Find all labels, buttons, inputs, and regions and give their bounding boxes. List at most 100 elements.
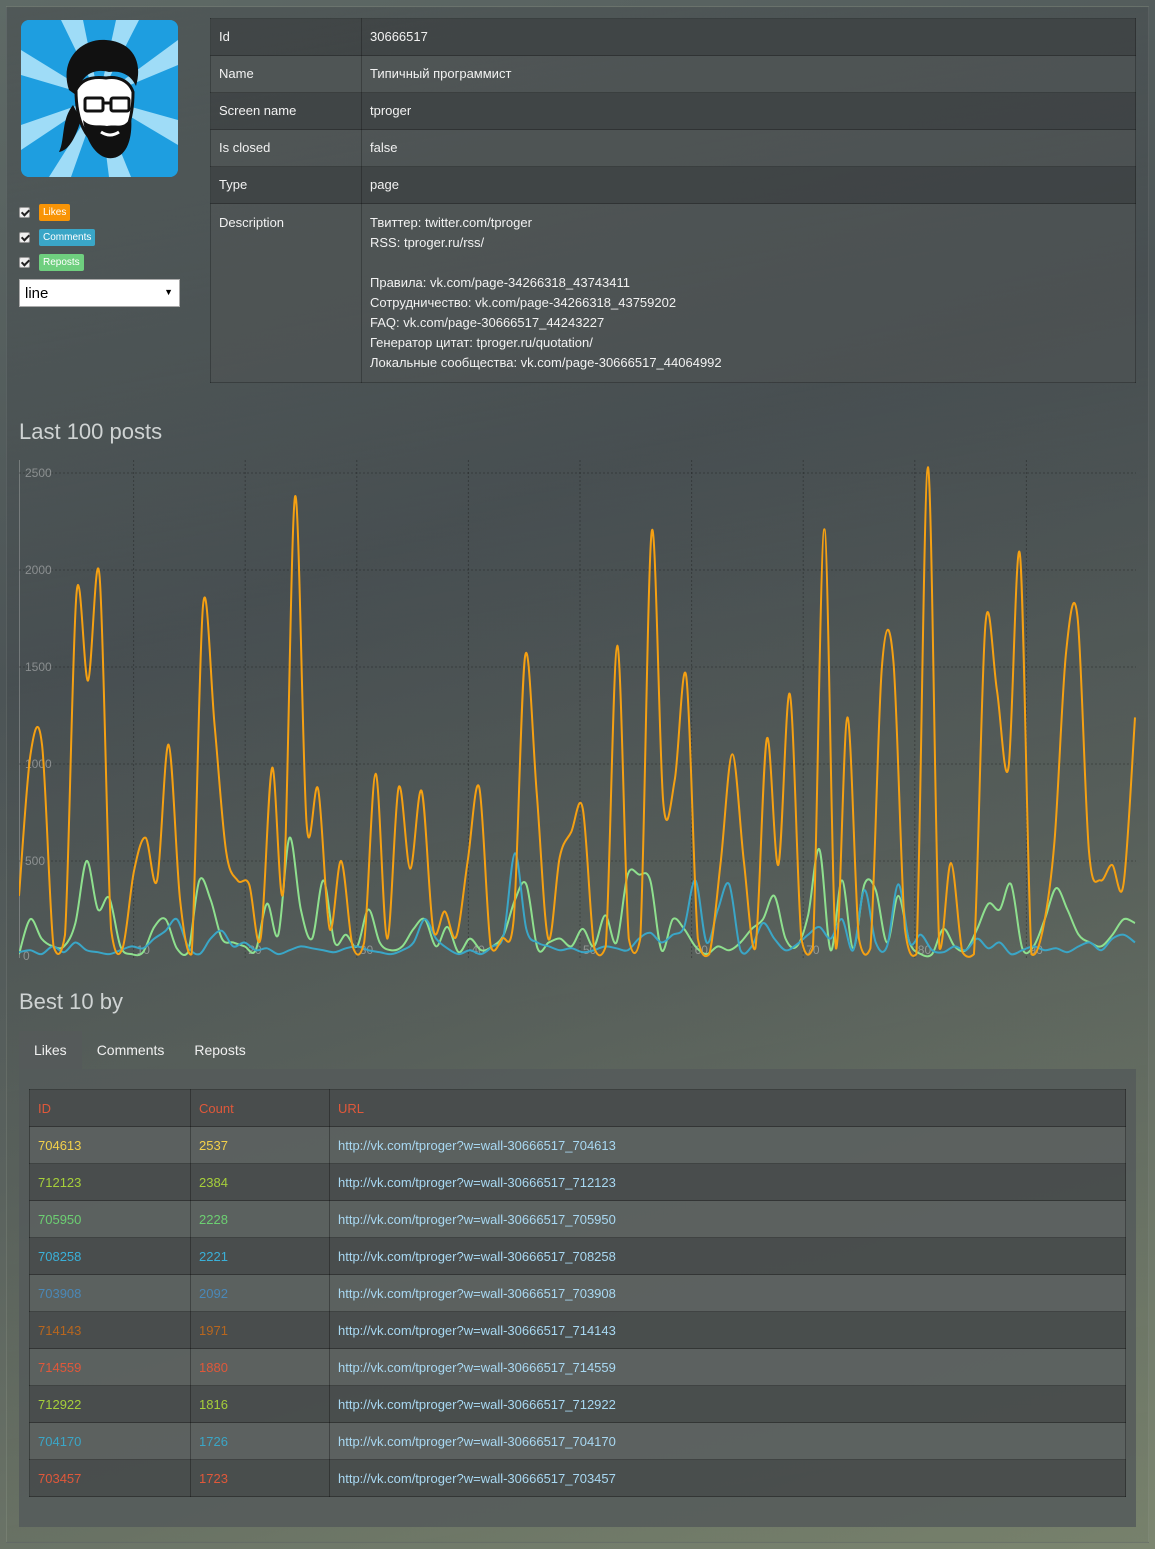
- info-row: Type page: [210, 166, 1136, 204]
- post-count: 2221: [190, 1237, 330, 1275]
- comments-label: Comments: [39, 229, 96, 246]
- info-value: false: [361, 129, 1136, 167]
- info-key: Name: [210, 55, 362, 93]
- post-url-link[interactable]: http://vk.com/tproger?w=wall-30666517_70…: [329, 1459, 1126, 1497]
- post-count: 2092: [190, 1274, 330, 1312]
- series-line-reposts: [19, 836, 1136, 958]
- post-id: 712123: [29, 1163, 191, 1201]
- post-id: 704613: [29, 1126, 191, 1164]
- best-tabs: Likes Comments Reposts: [19, 1031, 261, 1069]
- y-tick-label: 1500: [25, 660, 52, 674]
- series-line-comments: [19, 852, 1136, 956]
- comments-checkbox[interactable]: [19, 232, 30, 243]
- table-row: 703908 2092 http://vk.com/tproger?w=wall-3…: [29, 1274, 1126, 1312]
- post-url-link[interactable]: http://vk.com/tproger?w=wall-30666517_70…: [329, 1126, 1126, 1164]
- post-id: 714559: [29, 1348, 191, 1386]
- description-line: Правила: vk.com/page-34266318_43743411: [370, 275, 630, 290]
- programmer-avatar-icon: [21, 20, 178, 177]
- table-row: 704613 2537 http://vk.com/tproger?w=wall-3…: [29, 1126, 1126, 1164]
- post-count: 2384: [190, 1163, 330, 1201]
- tab-reposts[interactable]: Reposts: [194, 1042, 246, 1058]
- y-tick-label: 2500: [25, 466, 52, 480]
- table-row: 703457 1723 http://vk.com/tproger?w=wall-3…: [29, 1459, 1126, 1497]
- info-key: Id: [210, 18, 362, 56]
- post-url-link[interactable]: http://vk.com/tproger?w=wall-30666517_71…: [329, 1385, 1126, 1423]
- y-tick-label: 1000: [25, 757, 52, 771]
- info-row: Id 30666517: [210, 18, 1136, 56]
- info-key: Is closed: [210, 129, 362, 167]
- group-avatar: [21, 20, 178, 177]
- table-row: 714559 1880 http://vk.com/tproger?w=wall-3…: [29, 1348, 1126, 1386]
- table-row: 705950 2228 http://vk.com/tproger?w=wall-3…: [29, 1200, 1126, 1238]
- table-row: 714143 1971 http://vk.com/tproger?w=wall-3…: [29, 1311, 1126, 1349]
- post-url-link[interactable]: http://vk.com/tproger?w=wall-30666517_70…: [329, 1422, 1126, 1460]
- description-line: Генератор цитат: tproger.ru/quotation/: [370, 335, 593, 350]
- post-id: 714143: [29, 1311, 191, 1349]
- post-id: 703457: [29, 1459, 191, 1497]
- info-value: page: [361, 166, 1136, 204]
- tab-likes[interactable]: Likes: [19, 1031, 82, 1069]
- post-count: 1880: [190, 1348, 330, 1386]
- post-url-link[interactable]: http://vk.com/tproger?w=wall-30666517_71…: [329, 1348, 1126, 1386]
- info-row-description: Description Твиттер: twitter.com/tproger R…: [210, 203, 1136, 383]
- series-filters: Likes Comments Reposts: [19, 200, 96, 275]
- description-line: [370, 253, 1127, 273]
- best-table: ID Count URL 704613 2537 http://vk.com/tproge…: [29, 1089, 1126, 1497]
- table-row: 712123 2384 http://vk.com/tproger?w=wall-3…: [29, 1163, 1126, 1201]
- reposts-label: Reposts: [39, 254, 84, 271]
- y-tick-label: 500: [25, 854, 45, 868]
- description-line: FAQ: vk.com/page-30666517_44243227: [370, 315, 605, 330]
- table-row: 704170 1726 http://vk.com/tproger?w=wall-3…: [29, 1422, 1126, 1460]
- best-section-title: Best 10 by: [19, 989, 123, 1014]
- post-count: 1726: [190, 1422, 330, 1460]
- info-row: Is closed false: [210, 129, 1136, 167]
- description-value: Твиттер: twitter.com/tproger RSS: tproger…: [361, 203, 1136, 383]
- info-key: Type: [210, 166, 362, 204]
- reposts-filter[interactable]: Reposts: [19, 250, 95, 275]
- column-header: ID: [29, 1089, 191, 1127]
- best-header-row: ID Count URL: [29, 1089, 1126, 1127]
- info-value: tproger: [361, 92, 1136, 130]
- post-count: 1971: [190, 1311, 330, 1349]
- reposts-checkbox[interactable]: [19, 257, 30, 268]
- x-tick-label: 0: [23, 949, 30, 960]
- group-info-table: Id 30666517 Name Типичный программист Screen…: [210, 18, 1136, 383]
- info-key: Screen name: [210, 92, 362, 130]
- comments-filter[interactable]: Comments: [19, 225, 96, 250]
- y-tick-label: 2000: [25, 563, 52, 577]
- post-count: 2228: [190, 1200, 330, 1238]
- chart-type-select[interactable]: line ▼: [19, 279, 180, 307]
- post-id: 703908: [29, 1274, 191, 1312]
- info-value: Типичный программист: [361, 55, 1136, 93]
- info-row: Screen name tproger: [210, 92, 1136, 130]
- table-row: 708258 2221 http://vk.com/tproger?w=wall-3…: [29, 1237, 1126, 1275]
- post-url-link[interactable]: http://vk.com/tproger?w=wall-30666517_70…: [329, 1200, 1126, 1238]
- post-id: 705950: [29, 1200, 191, 1238]
- post-count: 2537: [190, 1126, 330, 1164]
- description-line: Локальные сообщества: vk.com/page-306665…: [370, 355, 722, 370]
- description-line: Сотрудничество: vk.com/page-34266318_437…: [370, 295, 677, 310]
- post-url-link[interactable]: http://vk.com/tproger?w=wall-30666517_71…: [329, 1311, 1126, 1349]
- likes-label: Likes: [39, 204, 71, 221]
- post-count: 1723: [190, 1459, 330, 1497]
- post-id: 712922: [29, 1385, 191, 1423]
- chart-type-value: line: [25, 285, 49, 302]
- post-id: 704170: [29, 1422, 191, 1460]
- series-line-likes: [19, 466, 1136, 958]
- info-key: Description: [210, 203, 362, 383]
- likes-checkbox[interactable]: [19, 207, 30, 218]
- tab-comments[interactable]: Comments: [96, 1042, 165, 1058]
- dropdown-arrow-icon: ▼: [164, 287, 173, 297]
- info-value: 30666517: [361, 18, 1136, 56]
- likes-filter[interactable]: Likes: [19, 200, 95, 225]
- post-count: 1816: [190, 1385, 330, 1423]
- description-line: RSS: tproger.ru/rss/: [370, 235, 485, 250]
- info-row: Name Типичный программист: [210, 55, 1136, 93]
- post-url-link[interactable]: http://vk.com/tproger?w=wall-30666517_70…: [329, 1237, 1126, 1275]
- post-url-link[interactable]: http://vk.com/tproger?w=wall-30666517_71…: [329, 1163, 1126, 1201]
- table-row: 712922 1816 http://vk.com/tproger?w=wall-3…: [29, 1385, 1126, 1423]
- post-id: 708258: [29, 1237, 191, 1275]
- chart-section-title: Last 100 posts: [19, 419, 163, 444]
- post-url-link[interactable]: http://vk.com/tproger?w=wall-30666517_70…: [329, 1274, 1126, 1312]
